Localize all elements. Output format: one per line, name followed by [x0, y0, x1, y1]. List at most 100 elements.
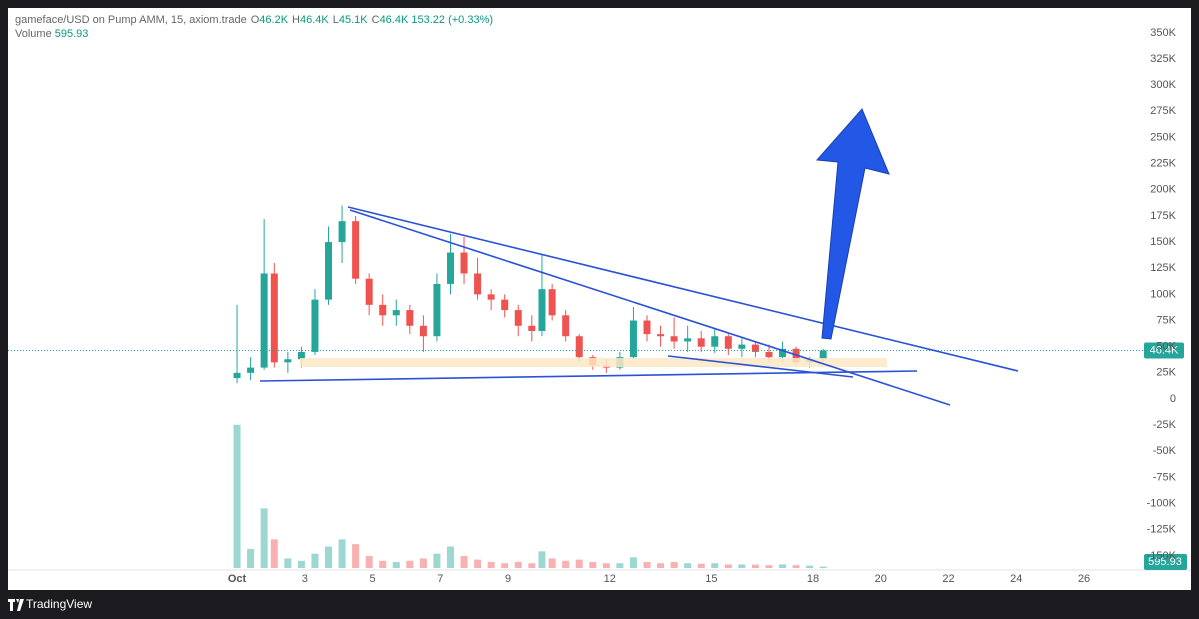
brand: TradingView [26, 597, 93, 611]
volume-bar [325, 546, 333, 568]
volume-bar [338, 539, 346, 568]
volume-bar [419, 558, 427, 568]
volume-bar [379, 560, 387, 568]
y-tick-label: 75K [1156, 314, 1176, 326]
y-tick-label: 50K [1156, 341, 1176, 353]
price-badge-label: 46.4K [1150, 344, 1179, 356]
candle-body [311, 299, 319, 352]
volume-bar [433, 553, 441, 568]
x-tick-label: 18 [807, 573, 819, 585]
volume-bar [247, 548, 255, 568]
trendline [667, 355, 854, 378]
volume-bar [446, 546, 454, 568]
volume-bar [297, 560, 305, 568]
y-tick-label: 225K [1150, 158, 1176, 170]
volume-bar [392, 562, 400, 568]
y-tick-label: 275K [1150, 105, 1176, 117]
candle-body [501, 299, 509, 311]
y-tick-label: 25K [1156, 367, 1176, 379]
x-tick-label: 5 [369, 573, 375, 585]
support-zone [300, 358, 887, 367]
volume-bar [765, 565, 773, 568]
volume-bar [806, 565, 814, 568]
arrow [815, 108, 890, 340]
x-tick-label: 7 [437, 573, 443, 585]
volume-label: Volume [15, 28, 52, 40]
trendline [259, 370, 918, 382]
volume-bar [643, 562, 651, 568]
y-tick-label: 0 [1170, 393, 1176, 405]
ohlc-value: 46.4K [299, 14, 329, 26]
x-tick-label: 24 [1010, 573, 1022, 585]
candle-body [697, 338, 705, 347]
volume-bar [270, 539, 278, 568]
candle-body [325, 242, 333, 300]
volume-bar [260, 508, 268, 568]
volume-bar [406, 560, 414, 568]
y-tick-label: 125K [1150, 262, 1176, 274]
volume-bar [575, 559, 583, 568]
candle-body [487, 294, 495, 300]
candle-body [528, 325, 536, 331]
ohlc-value: 46.2K [259, 14, 289, 26]
candle-body [657, 334, 665, 337]
volume-bar [779, 564, 787, 568]
symbol: gameface/USD on Pump AMM, 15, axiom.trad… [15, 14, 247, 26]
y-tick-label: 150K [1150, 236, 1176, 248]
price-badge [1144, 342, 1184, 359]
candle-body [338, 221, 346, 243]
legend: gameface/USD on Pump AMM, 15, axiom.trad… [15, 13, 493, 41]
y-tick-label: 300K [1150, 79, 1176, 91]
x-tick-label: 26 [1078, 573, 1090, 585]
volume-bar [501, 563, 509, 568]
volume-bar [819, 566, 827, 568]
volume-bar [751, 564, 759, 568]
y-tick-label: 100K [1150, 288, 1176, 300]
candle-body [514, 310, 522, 326]
volume-bar [589, 562, 597, 568]
volume-bar [792, 565, 800, 568]
trendline [347, 206, 1019, 372]
x-tick-label: Oct [228, 573, 247, 585]
legend-row: Volume 595.93 [15, 27, 493, 41]
badges: 46.4K 595.93 [1144, 342, 1187, 570]
candle-body [724, 336, 732, 349]
candle-body [819, 350, 827, 360]
x-tick-label: 22 [942, 573, 954, 585]
volume-bar [487, 562, 495, 568]
y-tick-label: -50K [1153, 445, 1177, 457]
candle-body [433, 283, 441, 337]
volume-bar [311, 553, 319, 568]
candle-body [474, 273, 482, 295]
candle-body [297, 351, 305, 360]
volume-bar [657, 563, 665, 568]
candle-body [670, 336, 678, 342]
volume-bar [629, 557, 637, 568]
volume-value: 595.93 [54, 28, 89, 40]
ohlc-key: L [332, 14, 339, 26]
x-tick-label: 20 [875, 573, 887, 585]
y-tick-label: -125K [1147, 524, 1177, 536]
volume-badge-label: 595.93 [1148, 556, 1182, 568]
volume-bar [670, 562, 678, 568]
candle-body [446, 252, 454, 284]
y-tick-label: -100K [1147, 497, 1177, 509]
y-tick-label: -150K [1147, 550, 1177, 562]
candle-body [419, 325, 427, 337]
candle-body [779, 348, 787, 358]
candle-body [711, 336, 719, 347]
volume-badge [1144, 554, 1187, 570]
y-tick-label: 250K [1150, 131, 1176, 143]
ohlc: O46.2K H46.4K L45.1K C46.4K [247, 14, 409, 26]
volume-bar [724, 564, 732, 568]
volume-bar [684, 563, 692, 568]
volume-bar [711, 563, 719, 568]
candle-body [575, 336, 583, 358]
change: 153.22 (+0.33%) [411, 14, 494, 26]
candle-body [548, 289, 556, 316]
ohlc-key: C [371, 14, 380, 26]
volume-bar [528, 563, 536, 568]
candle-body [247, 367, 255, 373]
